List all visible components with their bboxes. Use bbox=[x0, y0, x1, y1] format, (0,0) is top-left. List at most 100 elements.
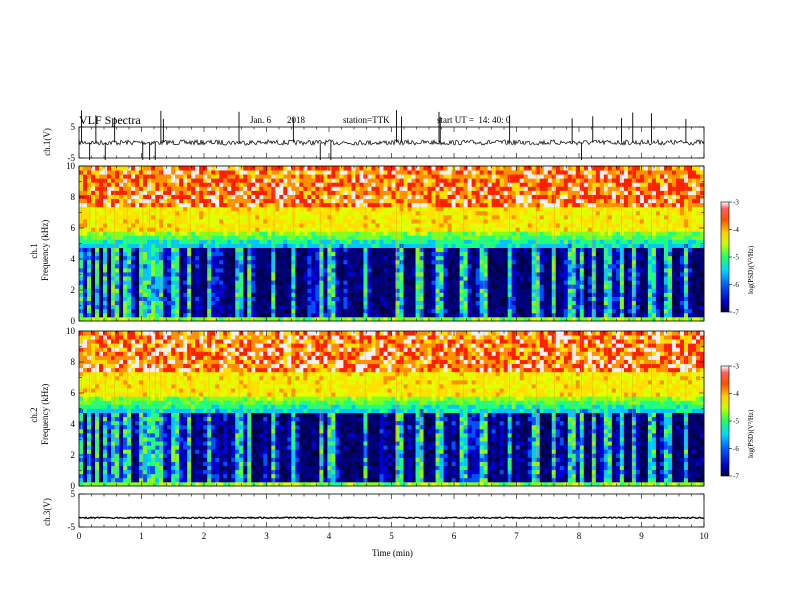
ch1-spectrogram-cell bbox=[303, 312, 308, 318]
ch1-spectrogram-cell bbox=[411, 166, 416, 171]
ch1-spectrogram-cell bbox=[283, 247, 288, 253]
ch1-spectrogram-cell bbox=[231, 300, 236, 306]
ch1-spectrogram-cell bbox=[391, 202, 396, 208]
ch1-spectrogram-cell bbox=[355, 235, 360, 240]
ch1-spectrogram-cell bbox=[235, 239, 240, 244]
ch1-spectrogram-cell bbox=[223, 316, 228, 322]
ch1-spectrogram-cell bbox=[571, 186, 577, 191]
ch1-spectrogram-cell bbox=[267, 288, 272, 293]
ch1-spectrogram-cell bbox=[495, 247, 501, 253]
ch1-spectrogram-cell bbox=[439, 259, 444, 265]
ch1-spectrogram-cell bbox=[279, 312, 284, 318]
ch1-spectrogram-cell bbox=[299, 239, 304, 244]
ch1-spectrogram-cell bbox=[451, 231, 457, 236]
ch1-spectrogram-cell bbox=[467, 255, 473, 261]
ch1-spectrogram-cell bbox=[287, 292, 292, 297]
ch1-spectrogram-cell bbox=[187, 202, 192, 208]
ch1-spectrogram-cell bbox=[431, 272, 436, 277]
ch1-spectrogram-cell bbox=[531, 263, 537, 269]
ch1-spectrogram-cell bbox=[387, 296, 392, 302]
ch1-spectrogram-cell bbox=[555, 170, 561, 175]
ch1-spectrogram-cell bbox=[383, 170, 388, 175]
ch1-spectrogram-cell bbox=[551, 194, 557, 200]
ch1-spectrogram-cell bbox=[379, 210, 384, 216]
ch1-spectrogram-cell bbox=[407, 276, 412, 281]
ch1-spectrogram-cell bbox=[355, 276, 360, 281]
ch1-spectrogram-cell bbox=[539, 272, 545, 277]
ch1-spectrogram-cell bbox=[339, 280, 344, 285]
ch1-spectrogram-cell bbox=[567, 219, 573, 224]
ch1-spectrogram-cell bbox=[567, 223, 573, 228]
ch1-spectrogram-cell bbox=[83, 202, 88, 208]
ch1-spectrogram-cell bbox=[459, 304, 465, 310]
ch1-spectrogram-cell bbox=[483, 272, 489, 277]
ch1-spectrogram-cell bbox=[259, 239, 264, 244]
ch1-spectrogram-cell bbox=[255, 174, 260, 179]
ch1-spectrogram-cell bbox=[435, 296, 440, 302]
ch1-spectrogram-cell bbox=[527, 284, 533, 289]
ch1-spectrogram-cell bbox=[227, 280, 232, 285]
ch1-spectrogram-cell bbox=[415, 255, 420, 261]
ch1-spectrogram-cell bbox=[511, 284, 517, 289]
ch1-spectrogram-cell bbox=[255, 223, 260, 228]
ch1-spectrogram-cell bbox=[519, 206, 525, 212]
ch1-spectrogram-cell bbox=[527, 190, 533, 195]
ch1-spectrogram-cell bbox=[359, 259, 364, 265]
ch1-spectrogram-cell bbox=[311, 276, 316, 281]
ch1-spectrogram-cell bbox=[191, 267, 196, 273]
ch1-spectrogram-cell bbox=[155, 235, 160, 240]
ch1-spectrogram-cell bbox=[395, 259, 400, 265]
ch1-spectrogram-cell bbox=[551, 292, 557, 297]
ch1-spectrogram-cell bbox=[479, 259, 485, 265]
ch1-spectrogram-cell bbox=[415, 300, 420, 306]
ch1-spectrogram-cell bbox=[143, 219, 148, 224]
ch1-spectrogram-cell bbox=[375, 170, 380, 175]
ch1-spectrogram-cell bbox=[547, 267, 553, 273]
ch1-spectrogram-cell bbox=[411, 235, 416, 240]
ch1-spectrogram-cell bbox=[155, 227, 160, 232]
ch1-spectrogram-cell bbox=[167, 284, 172, 289]
ch1-spectrogram-cell bbox=[459, 174, 465, 179]
ch1-spectrogram-cell bbox=[307, 206, 312, 212]
ch1-spectrogram-cell bbox=[475, 178, 481, 183]
ch1-spectrogram-cell bbox=[243, 296, 248, 302]
ch1-spectrogram-cell bbox=[323, 202, 328, 208]
ch1-spectrogram-cell bbox=[371, 267, 376, 273]
ch1-spectrogram-cell bbox=[191, 194, 196, 200]
ch1-spectrogram-cell bbox=[131, 243, 136, 248]
ch1-spectrogram-cell bbox=[567, 267, 573, 273]
ch1-spectrogram-cell bbox=[195, 304, 200, 310]
ch1-spectrogram-cell bbox=[143, 263, 148, 269]
ch1-spectrogram-cell bbox=[123, 312, 128, 318]
ch1-spectrogram-cell bbox=[99, 202, 104, 208]
ch1-spectrogram-cell bbox=[599, 276, 605, 281]
ch1-spectrogram-cell bbox=[467, 276, 473, 281]
ch1-spectrogram-cell bbox=[499, 259, 505, 265]
ch1-spectrogram-cell bbox=[535, 243, 541, 248]
ch1-spectrogram-cell bbox=[391, 198, 396, 204]
ch1-spectrogram-cell bbox=[211, 296, 216, 302]
ch1-spectrogram-cell bbox=[487, 227, 493, 232]
ch1-spectrogram-cell bbox=[287, 227, 292, 232]
ch1-spectrogram-cell bbox=[487, 239, 493, 244]
ch1-spectrogram-cell bbox=[375, 186, 380, 191]
ch1-spectrogram-cell bbox=[435, 239, 440, 244]
ch1-spectrogram-cell bbox=[479, 210, 485, 216]
ch1-spectrogram-cell bbox=[83, 178, 88, 183]
ch1-spectrogram-cell bbox=[91, 243, 96, 248]
ch1-spectrogram-cell bbox=[375, 316, 380, 322]
ch1-spectrogram-cell bbox=[543, 214, 549, 220]
ch1-spectrogram-cell bbox=[323, 223, 328, 228]
ch1-spectrogram-cell bbox=[447, 243, 452, 248]
ch1-spectrogram-cell bbox=[439, 194, 444, 200]
ch1-spectrogram-cell bbox=[591, 174, 597, 179]
ch1-spectrogram-cell bbox=[363, 170, 368, 175]
ch1-spectrogram-cell bbox=[567, 292, 573, 297]
ch1-spectrogram-cell bbox=[587, 296, 593, 302]
ch1-spectrogram-cell bbox=[283, 174, 288, 179]
ch1-spectrogram-cell bbox=[115, 239, 120, 244]
ch1-spectrogram-cell bbox=[263, 210, 268, 216]
ch1-spectrogram-cell bbox=[491, 300, 497, 306]
ch1-spectrogram-cell bbox=[555, 247, 561, 253]
ch1-spectrogram-cell bbox=[355, 304, 360, 310]
